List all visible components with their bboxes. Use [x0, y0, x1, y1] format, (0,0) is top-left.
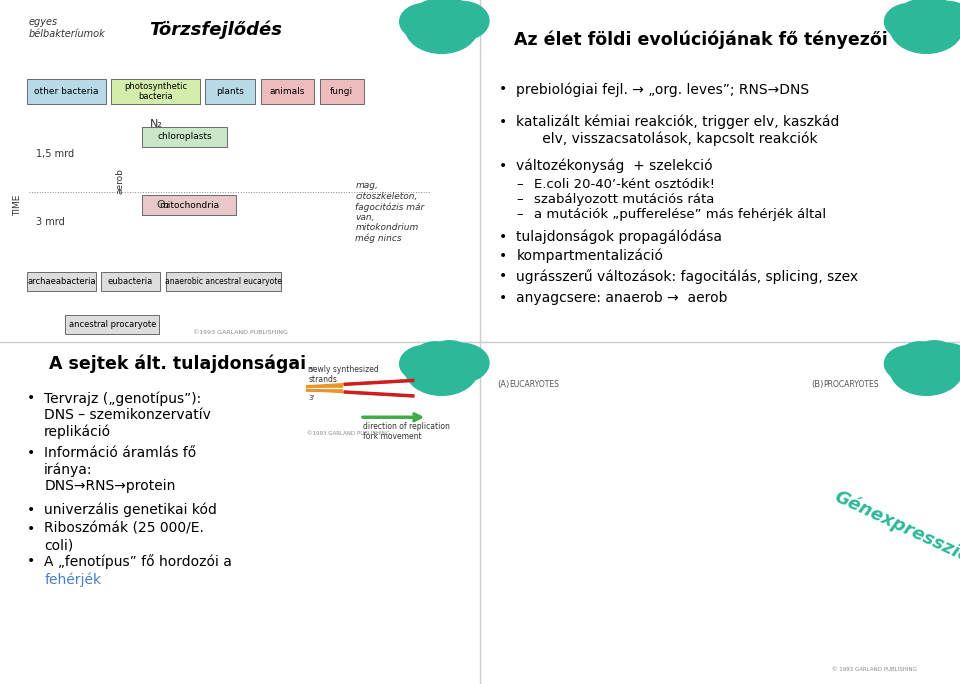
- Text: (B): (B): [811, 380, 824, 389]
- Text: katalizált kémiai reakciók, trigger elv, kaszkád
      elv, visszacsatolások, ka: katalizált kémiai reakciók, trigger elv,…: [516, 115, 840, 146]
- Text: a mutációk „pufferelése” más fehérjék által: a mutációk „pufferelése” más fehérjék ál…: [534, 208, 826, 221]
- FancyBboxPatch shape: [111, 79, 200, 104]
- Circle shape: [890, 1, 960, 53]
- Circle shape: [427, 0, 472, 31]
- FancyBboxPatch shape: [166, 272, 281, 291]
- Text: •: •: [27, 391, 36, 405]
- Text: fungi: fungi: [330, 87, 353, 96]
- Text: univerzális genetikai kód: univerzális genetikai kód: [44, 503, 217, 517]
- FancyBboxPatch shape: [65, 315, 159, 334]
- Circle shape: [890, 343, 960, 395]
- Text: •: •: [499, 269, 508, 283]
- Text: aerob: aerob: [115, 168, 125, 194]
- Text: other bacteria: other bacteria: [34, 87, 99, 96]
- Text: •: •: [499, 82, 508, 96]
- Text: chloroplasts: chloroplasts: [157, 132, 211, 142]
- FancyBboxPatch shape: [27, 272, 96, 291]
- Circle shape: [884, 345, 935, 382]
- Text: ugrásszerű változások: fagocitálás, splicing, szex: ugrásszerű változások: fagocitálás, spli…: [516, 269, 858, 285]
- Text: •: •: [27, 503, 36, 516]
- Text: •: •: [499, 159, 508, 172]
- Text: (A): (A): [497, 380, 510, 389]
- Text: tulajdonságok propagálódása: tulajdonságok propagálódása: [516, 230, 723, 244]
- Circle shape: [884, 3, 935, 40]
- FancyBboxPatch shape: [27, 79, 106, 104]
- Text: A sejtek ált. tulajdonságai: A sejtek ált. tulajdonságai: [49, 354, 306, 373]
- Text: archaeabacteria: archaeabacteria: [27, 276, 96, 286]
- Text: mag,
citoszkeleton,
fagocitózis már
van,
mitokondrium
még nincs: mag, citoszkeleton, fagocitózis már van,…: [355, 181, 424, 244]
- FancyBboxPatch shape: [320, 79, 364, 104]
- Text: •: •: [27, 446, 36, 460]
- Circle shape: [434, 343, 489, 382]
- Text: parental
DNA helix: parental DNA helix: [415, 370, 452, 389]
- Circle shape: [919, 343, 960, 382]
- Text: Tervrajz („genotípus”):
DNS – szemikonzervatív
replikáció: Tervrajz („genotípus”): DNS – szemikonze…: [44, 391, 211, 438]
- Text: A „fenotípus” fő hordozói a: A „fenotípus” fő hordozói a: [44, 554, 232, 569]
- Circle shape: [405, 1, 478, 53]
- FancyBboxPatch shape: [205, 79, 255, 104]
- Text: •: •: [499, 115, 508, 129]
- Text: Riboszómák (25 000/E.
coli): Riboszómák (25 000/E. coli): [44, 522, 204, 552]
- Circle shape: [414, 0, 456, 30]
- Text: fehérjék: fehérjék: [44, 573, 102, 587]
- Text: EUCARYOTES: EUCARYOTES: [509, 380, 559, 389]
- Text: Génexpresszió: Génexpresszió: [831, 487, 960, 566]
- FancyBboxPatch shape: [142, 127, 227, 147]
- Text: 3 mrd: 3 mrd: [36, 218, 65, 227]
- Text: 3': 3': [308, 395, 315, 401]
- Text: •: •: [27, 522, 36, 536]
- Circle shape: [912, 341, 957, 373]
- Circle shape: [399, 345, 451, 382]
- Text: animals: animals: [270, 87, 305, 96]
- Circle shape: [919, 1, 960, 40]
- Text: O₂: O₂: [156, 200, 170, 210]
- Text: •: •: [499, 249, 508, 263]
- FancyBboxPatch shape: [142, 195, 236, 215]
- Text: ©1993 GARLAND PUBLISHING: ©1993 GARLAND PUBLISHING: [307, 431, 391, 436]
- Text: Az élet földi evolúciójának fő tényezői: Az élet földi evolúciójának fő tényezői: [514, 31, 888, 49]
- Circle shape: [399, 3, 451, 40]
- Circle shape: [912, 0, 957, 31]
- Text: változékonyság  + szelekció: változékonyság + szelekció: [516, 159, 713, 173]
- Text: direction of replication
fork movement: direction of replication fork movement: [363, 422, 449, 441]
- Text: szabályozott mutációs ráta: szabályozott mutációs ráta: [534, 193, 714, 206]
- Circle shape: [899, 0, 941, 30]
- Text: •: •: [499, 291, 508, 305]
- Text: –: –: [516, 178, 523, 191]
- Text: anaerobic ancestral eucaryote: anaerobic ancestral eucaryote: [165, 276, 282, 286]
- FancyBboxPatch shape: [261, 79, 314, 104]
- Text: Információ áramlás fő
iránya:
DNS→RNS→protein: Információ áramlás fő iránya: DNS→RNS→pr…: [44, 446, 197, 493]
- Text: prebiológiai fejl. → „org. leves”; RNS→DNS: prebiológiai fejl. → „org. leves”; RNS→D…: [516, 82, 809, 96]
- Circle shape: [414, 342, 456, 372]
- Text: •: •: [499, 230, 508, 244]
- Text: anyagcsere: anaerob →  aerob: anyagcsere: anaerob → aerob: [516, 291, 728, 305]
- Text: Törzsfejlődés: Törzsfejlődés: [150, 21, 282, 39]
- Text: mitochondria: mitochondria: [159, 200, 219, 210]
- Text: PROCARYOTES: PROCARYOTES: [824, 380, 879, 389]
- Text: photosynthetic
bacteria: photosynthetic bacteria: [124, 82, 187, 101]
- Text: newly synthesized
strands: newly synthesized strands: [308, 365, 379, 384]
- Circle shape: [427, 341, 472, 373]
- FancyBboxPatch shape: [101, 272, 160, 291]
- Circle shape: [899, 342, 941, 372]
- Text: 5': 5': [308, 367, 315, 373]
- Text: egyes
bélbakteríumok: egyes bélbakteríumok: [29, 17, 106, 39]
- Text: eubacteria: eubacteria: [108, 276, 154, 286]
- Text: kompartmentalizáció: kompartmentalizáció: [516, 249, 663, 263]
- Text: E.coli 20-40’-ként osztódik!: E.coli 20-40’-ként osztódik!: [534, 178, 715, 191]
- Text: N₂: N₂: [150, 120, 163, 129]
- Text: ancestral procaryote: ancestral procaryote: [68, 319, 156, 329]
- Text: –: –: [516, 193, 523, 206]
- Text: plants: plants: [216, 87, 245, 96]
- Text: •: •: [27, 554, 36, 568]
- Text: –: –: [516, 208, 523, 221]
- Circle shape: [434, 1, 489, 40]
- Circle shape: [405, 343, 478, 395]
- Text: ©1993 GARLAND PUBLISHING: ©1993 GARLAND PUBLISHING: [193, 330, 287, 335]
- Text: TIME: TIME: [12, 194, 22, 216]
- Text: © 1993 GARLAND PUBLISHING: © 1993 GARLAND PUBLISHING: [832, 667, 917, 672]
- Text: 1,5 mrd: 1,5 mrd: [36, 149, 75, 159]
